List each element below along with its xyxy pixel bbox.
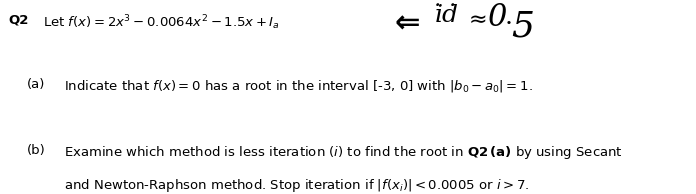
Text: i̇ḋ: i̇ḋ — [435, 4, 459, 27]
Text: Examine which method is less iteration ($i$) to find the root in $\mathbf{Q2\,(a: Examine which method is less iteration (… — [64, 144, 623, 161]
Text: (a): (a) — [26, 78, 45, 91]
Text: 5: 5 — [512, 10, 535, 44]
Text: ≈: ≈ — [468, 10, 487, 30]
Text: ⇐: ⇐ — [395, 10, 420, 39]
Text: Indicate that $f(x) = 0$ has a root in the interval [-3, 0] with $|b_0 - a_0| = : Indicate that $f(x) = 0$ has a root in t… — [64, 78, 533, 94]
Text: 0: 0 — [487, 2, 507, 33]
Text: Let $f(x) = 2x^3 - 0.0064x^2 - 1.5x + I_a$: Let $f(x) = 2x^3 - 0.0064x^2 - 1.5x + I_… — [43, 14, 280, 32]
Text: (b): (b) — [26, 144, 45, 157]
Text: .: . — [505, 6, 512, 29]
Text: and Newton-Raphson method. Stop iteration if $|f(x_i)| < 0.0005$ or $i > 7$.: and Newton-Raphson method. Stop iteratio… — [64, 177, 530, 194]
Text: Q2: Q2 — [8, 14, 29, 27]
